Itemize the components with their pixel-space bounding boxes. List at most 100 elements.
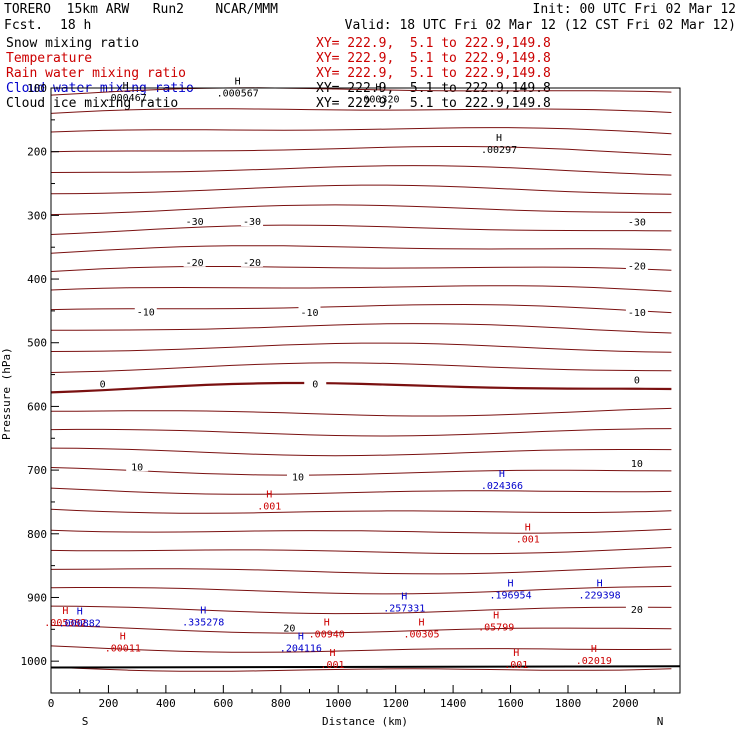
temperature-label: 20 <box>631 605 643 616</box>
x-tick-label: 600 <box>213 697 233 710</box>
field-name-temperature: Temperature <box>6 51 93 66</box>
extremum-h-marker: H <box>62 606 68 617</box>
extremum-h-marker: H <box>496 133 502 144</box>
isotherm-line <box>50 184 672 195</box>
temperature-label-bg <box>625 306 648 318</box>
field-name-rain: Rain water mixing ratio <box>6 66 187 81</box>
isotherm-line <box>50 146 672 156</box>
field-xy-temperature: XY= 222.9, 5.1 to 222.9,149.8 <box>316 51 551 66</box>
header-model: TORERO 15km ARW Run2 NCAR/MMM <box>4 2 278 17</box>
extremum-value: .001 <box>504 660 528 671</box>
extremum-h-marker: H <box>401 591 407 602</box>
isotherm-line <box>50 428 672 437</box>
header-fcst-label: Fcst. <box>4 18 44 33</box>
temperature-label: -10 <box>300 308 318 319</box>
isotherm-line <box>50 447 672 457</box>
extremum-value: .00011 <box>105 643 141 654</box>
extremum-h-marker: H <box>77 607 83 618</box>
isotherm-line <box>50 487 672 495</box>
temperature-label: 0 <box>100 379 106 390</box>
isotherm-line <box>50 381 672 394</box>
extremum-value: .000567 <box>217 89 259 100</box>
temperature-label-bg <box>278 621 301 633</box>
extremum-h-marker: H <box>235 77 241 88</box>
temperature-label: -30 <box>243 217 261 228</box>
temperature-label: -10 <box>137 308 155 319</box>
extremum-h-marker: H <box>591 644 597 655</box>
isotherm-line <box>50 165 672 176</box>
temperature-label-bg <box>134 305 157 317</box>
header-valid: Valid: 18 UTC Fri 02 Mar 12 (12 CST Fri … <box>344 18 736 33</box>
header-fcst-hours: 18 h <box>60 18 92 33</box>
isotherm-line <box>50 323 672 334</box>
isotherm-line <box>50 585 672 595</box>
extremum-value: .00305 <box>403 629 439 640</box>
isotherm-line <box>50 547 672 555</box>
extremum-h-marker: H <box>329 648 335 659</box>
extremum-h-marker: H <box>525 523 531 534</box>
field-xy-cloud-ice: XY= 222.9, 5.1 to 222.9,149.8 <box>316 96 551 111</box>
isotherm-line <box>50 224 672 235</box>
temperature-label: -20 <box>186 258 204 269</box>
temperature-label-bg <box>304 377 327 389</box>
x-tick-label: 1600 <box>497 697 524 710</box>
extremum-value: .229398 <box>579 591 621 602</box>
x-tick-label: 1800 <box>555 697 582 710</box>
extremum-value: .257331 <box>383 603 425 614</box>
temperature-label-bg <box>183 215 206 227</box>
field-xy-rain: XY= 222.9, 5.1 to 222.9,149.8 <box>316 66 551 81</box>
isotherm-line <box>50 624 672 634</box>
extremum-value: .204116 <box>280 643 322 654</box>
isotherm-line <box>50 565 672 575</box>
isotherm-line <box>50 362 672 373</box>
temperature-label: -30 <box>186 217 204 228</box>
isotherm-line <box>50 528 672 534</box>
isotherm-line <box>50 508 672 514</box>
x-tick-label: 0 <box>48 697 55 710</box>
x-tick-label: 2000 <box>612 697 639 710</box>
extremum-h-marker: H <box>418 617 424 628</box>
y-tick-label: 200 <box>27 146 47 159</box>
temperature-label: 10 <box>292 472 304 483</box>
surface-line <box>50 665 681 669</box>
extremum-value: .024366 <box>481 481 523 492</box>
field-xy-snow: XY= 222.9, 5.1 to 222.9,149.8 <box>316 36 551 51</box>
x-tick-label: 1400 <box>440 697 467 710</box>
extremum-value: .001 <box>320 660 344 671</box>
isotherm-line <box>50 342 672 353</box>
y-tick-label: 800 <box>27 528 47 541</box>
isotherm-line <box>50 467 672 476</box>
y-tick-label: 300 <box>27 209 47 222</box>
extremum-h-marker: H <box>200 605 206 616</box>
temperature-label-bg <box>183 255 206 267</box>
end-label-left: S <box>82 715 89 728</box>
extremum-h-marker: H <box>493 610 499 621</box>
y-tick-label: 600 <box>27 400 47 413</box>
temperature-label-bg <box>241 215 264 227</box>
y-tick-label: 900 <box>27 591 47 604</box>
x-tick-label: 800 <box>271 697 291 710</box>
temperature-label: -10 <box>628 308 646 319</box>
temperature-label: -20 <box>628 262 646 273</box>
temperature-label-bg <box>625 602 648 614</box>
field-name-cloud-ice: Cloud ice mixing ratio <box>6 96 179 111</box>
header-init: Init: 00 UTC Fri 02 Mar 12 <box>532 2 737 17</box>
x-tick-label: 200 <box>99 697 119 710</box>
y-tick-label: 500 <box>27 337 47 350</box>
y-axis-label: Pressure (hPa) <box>0 347 13 440</box>
isotherm-line <box>50 87 672 96</box>
extremum-h-marker: H <box>513 648 519 659</box>
extremum-value: .196954 <box>489 591 531 602</box>
isotherm-line <box>50 127 672 135</box>
extremum-h-marker: H <box>266 489 272 500</box>
temperature-label-bg <box>298 306 321 318</box>
isotherm-line <box>50 666 672 672</box>
extremum-value: .000320 <box>357 94 399 105</box>
chart-marks: 0 200 400 600 800 1000 1200 1400 1600 1800 2000100… <box>21 77 655 710</box>
extremum-h-marker: H <box>508 579 514 590</box>
field-name-snow: Snow mixing ratio <box>6 36 140 51</box>
contour-lines <box>50 87 681 672</box>
x-tick-label: 1200 <box>382 697 409 710</box>
isotherm-line <box>50 245 672 254</box>
